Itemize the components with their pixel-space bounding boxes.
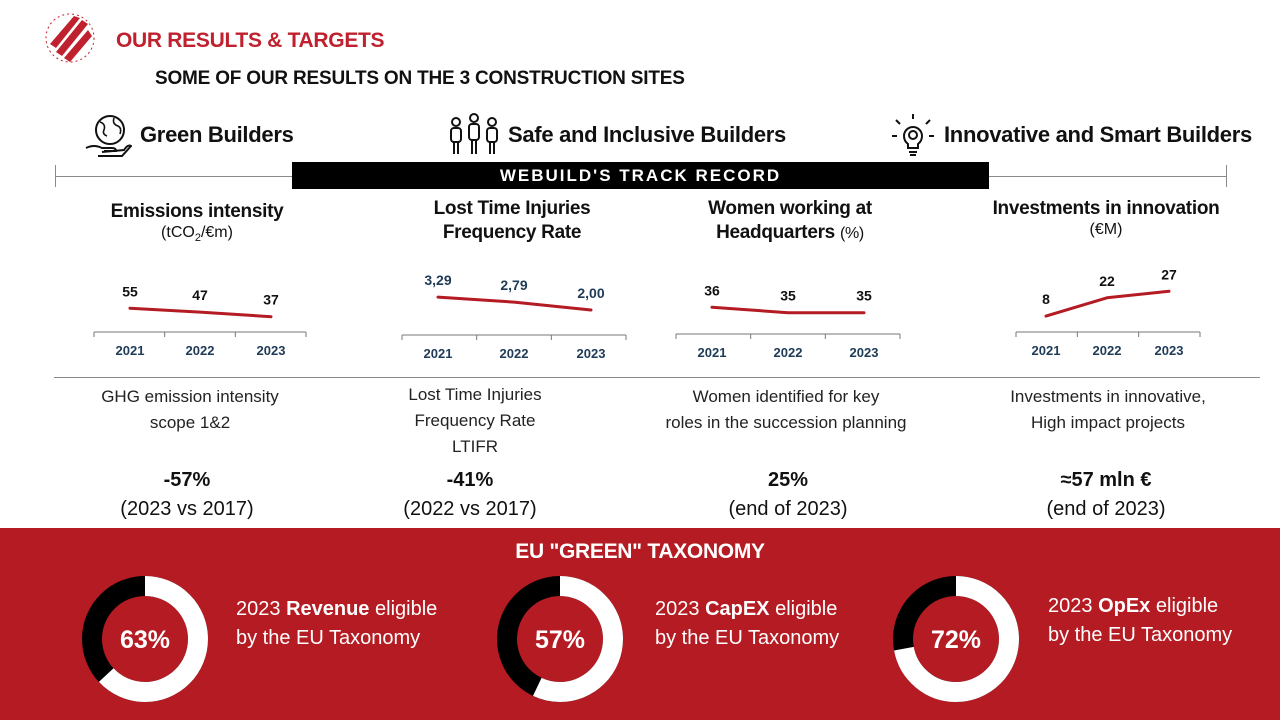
pillar-label: Innovative and Smart Builders [944, 122, 1252, 147]
taxonomy-title: EU "GREEN" TAXONOMY [515, 540, 765, 563]
x-tick-label: 2022 [774, 345, 803, 360]
data-label: 55 [122, 283, 138, 299]
page-subtitle: SOME OF OUR RESULTS ON THE 3 CONSTRUCTIO… [155, 68, 685, 89]
pillar-safe-inclusive-builders: Safe and Inclusive Builders [448, 113, 786, 157]
pillar-innovative-smart-builders: Innovative and Smart Builders [890, 113, 1252, 157]
data-label: 35 [856, 288, 872, 304]
x-tick-label: 2023 [257, 343, 286, 358]
data-label: 47 [192, 287, 208, 303]
data-label: 36 [704, 282, 720, 298]
donut-center [102, 596, 188, 682]
ltifr-line-chart: 3,29 2021 2,79 2022 2,00 2023 [401, 272, 627, 361]
kpi-emissions-header: Emissions intensity (tCO2/€m) [72, 200, 322, 244]
kpi-women-result: 25% (end of 2023) [728, 469, 848, 520]
people-group-icon [450, 113, 498, 154]
data-label: 3,29 [424, 272, 451, 288]
innovation-line-chart: 8 2021 22 2022 27 2023 [1015, 266, 1201, 358]
track-record-tick-right [1226, 165, 1227, 187]
kpi-innovation-header: Investments in innovation (€M) [966, 197, 1246, 239]
pillar-label: Safe and Inclusive Builders [508, 122, 786, 147]
donut-eligible-slice [893, 576, 1019, 702]
donut-value-label: 57% [535, 626, 585, 654]
kpi-unit: (tCO2/€m) [161, 224, 233, 245]
kpi-ltifr-description: Lost Time Injuries Frequency Rate LTIFR [408, 385, 542, 456]
globe-hand-icon [85, 115, 132, 157]
kpi-ltifr-result: -41% (2022 vs 2017) [403, 469, 537, 520]
kpi-title: Emissions intensity [110, 201, 284, 222]
data-label: 35 [780, 288, 796, 304]
kpi-innovation-result: ≈57 mln € (end of 2023) [1046, 469, 1166, 520]
revenue-donut: 63% [82, 576, 208, 702]
page-title: OUR RESULTS & TARGETS [116, 29, 385, 52]
kpi-women-description: Women identified for key roles in the suc… [665, 387, 907, 432]
pillar-label: Green Builders [140, 122, 294, 147]
kpi-title-line: Headquarters (%) [716, 222, 864, 243]
kpi-title-line: Women working at [708, 198, 872, 219]
capex-donut: 57% [497, 576, 623, 702]
series-line [1044, 289, 1171, 318]
opex-taxonomy-text: 2023 OpEx eligible by the EU Taxonomy [1048, 595, 1233, 646]
kpi-emissions-result: -57% (2023 vs 2017) [120, 469, 254, 520]
lightbulb-gear-icon [892, 114, 934, 156]
revenue-taxonomy-text: 2023 Revenue eligible by the EU Taxonomy [236, 598, 438, 649]
donut-center [517, 596, 603, 682]
kpi-unit: (€M) [1089, 221, 1123, 238]
donut-eligible-slice [497, 576, 623, 702]
kpi-title-line: Frequency Rate [442, 222, 582, 243]
x-tick-label: 2022 [500, 346, 529, 361]
data-label: 8 [1042, 291, 1050, 307]
x-tick-label: 2022 [186, 343, 215, 358]
section-divider [54, 377, 1260, 378]
track-record-tick-left [55, 165, 56, 187]
kpi-title: Investments in innovation [992, 198, 1220, 219]
donut-value-label: 63% [120, 626, 170, 654]
x-tick-label: 2023 [577, 346, 606, 361]
kpi-ltifr-header: Lost Time Injuries Frequency Rate [382, 197, 642, 245]
pillar-green-builders: Green Builders [84, 113, 294, 157]
x-tick-label: 2021 [1032, 343, 1061, 358]
donut-eligible-slice [82, 576, 208, 702]
x-tick-label: 2021 [424, 346, 453, 361]
data-label: 2,00 [577, 285, 604, 301]
donut-value-label: 72% [931, 626, 981, 654]
data-label: 22 [1099, 273, 1115, 289]
donut-center [913, 596, 999, 682]
track-record-banner: WEBUILD'S TRACK RECORD [292, 162, 989, 189]
x-tick-label: 2023 [850, 345, 879, 360]
series-line [128, 306, 273, 319]
taxonomy-band [0, 528, 1280, 720]
kpi-title-line: Lost Time Injuries [433, 198, 591, 219]
series-line [436, 295, 593, 312]
x-tick-label: 2022 [1093, 343, 1122, 358]
webuild-logo [45, 13, 95, 63]
kpi-emissions-description: GHG emission intensity scope 1&2 [101, 387, 279, 432]
kpi-women-header: Women working at Headquarters (%) [660, 197, 920, 246]
opex-donut: 72% [893, 576, 1019, 702]
women-line-chart: 36 2021 35 2022 35 2023 [675, 282, 901, 360]
x-tick-label: 2021 [698, 345, 727, 360]
x-tick-label: 2021 [116, 343, 145, 358]
data-label: 2,79 [500, 277, 527, 293]
data-label: 37 [263, 292, 279, 308]
kpi-innovation-description: Investments in innovative, High impact pr… [1010, 387, 1206, 432]
x-tick-label: 2023 [1155, 343, 1184, 358]
capex-taxonomy-text: 2023 CapEX eligible by the EU Taxonomy [655, 598, 840, 649]
series-line [710, 305, 866, 315]
emissions-line-chart: 55 2021 47 2022 37 2023 [93, 283, 307, 358]
data-label: 27 [1161, 266, 1177, 282]
